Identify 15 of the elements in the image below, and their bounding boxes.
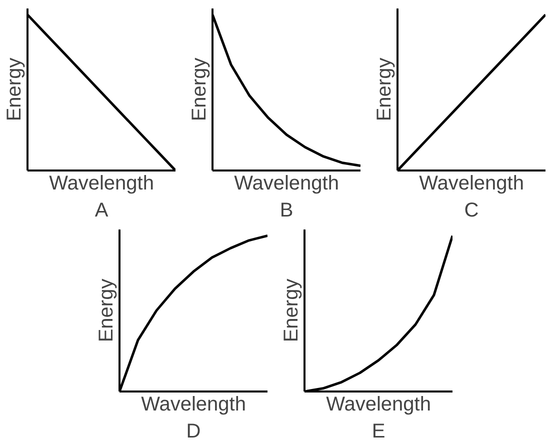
text: C [464, 200, 479, 222]
text: D [186, 420, 201, 442]
y-axis-title: Energy [188, 58, 210, 122]
x-axis-title: Wavelength [49, 172, 154, 194]
x-axis-title: Wavelength [326, 394, 431, 416]
x-axis-title: Wavelength [234, 172, 339, 194]
y-axis-title: Energy [280, 278, 302, 342]
x-axis-title: Wavelength [141, 394, 246, 416]
y-axis-title: Energy [374, 58, 396, 122]
x-axis-title: Wavelength [419, 172, 524, 194]
y-axis-title: Energy [4, 58, 26, 122]
text: E [372, 420, 386, 442]
text: B [280, 200, 294, 222]
text: A [94, 200, 109, 222]
y-axis-title: Energy [96, 278, 118, 342]
